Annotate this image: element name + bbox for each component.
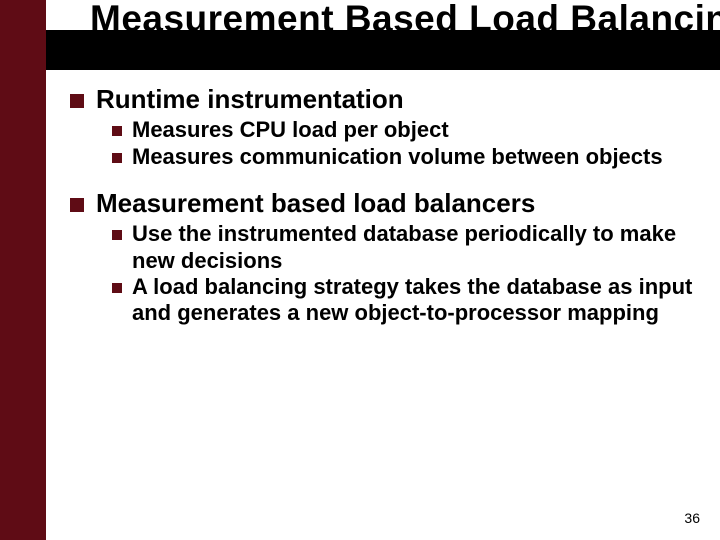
square-bullet-icon — [70, 198, 84, 212]
bullet-row: Runtime instrumentation — [70, 84, 700, 115]
sublist: Use the instrumented database periodical… — [112, 221, 700, 327]
bullet-lvl1: Measurement based load balancers Use the… — [70, 188, 700, 327]
square-bullet-icon — [70, 94, 84, 108]
bullet-text: Use the instrumented database periodical… — [132, 221, 700, 274]
sublist: Measures CPU load per object Measures co… — [112, 117, 700, 170]
bullet-text: Measures communication volume between ob… — [132, 144, 663, 170]
square-bullet-icon — [112, 230, 122, 240]
bullet-row: Measurement based load balancers — [70, 188, 700, 219]
slide-title: Measurement Based Load Balancing — [90, 0, 700, 39]
square-bullet-icon — [112, 153, 122, 163]
bullet-lvl2: A load balancing strategy takes the data… — [112, 274, 700, 327]
bullet-lvl2: Measures CPU load per object — [112, 117, 700, 143]
left-accent-stripe — [0, 0, 46, 540]
bullet-text: A load balancing strategy takes the data… — [132, 274, 700, 327]
page-number: 36 — [684, 510, 700, 526]
bullet-text: Runtime instrumentation — [96, 84, 404, 115]
bullet-lvl2: Use the instrumented database periodical… — [112, 221, 700, 274]
slide: Measurement Based Load Balancing Runtime… — [0, 0, 720, 540]
spacer — [70, 170, 700, 184]
content-area: Runtime instrumentation Measures CPU loa… — [70, 80, 700, 327]
bullet-text: Measures CPU load per object — [132, 117, 449, 143]
square-bullet-icon — [112, 126, 122, 136]
bullet-lvl2: Measures communication volume between ob… — [112, 144, 700, 170]
square-bullet-icon — [112, 283, 122, 293]
bullet-text: Measurement based load balancers — [96, 188, 535, 219]
bullet-lvl1: Runtime instrumentation Measures CPU loa… — [70, 84, 700, 170]
